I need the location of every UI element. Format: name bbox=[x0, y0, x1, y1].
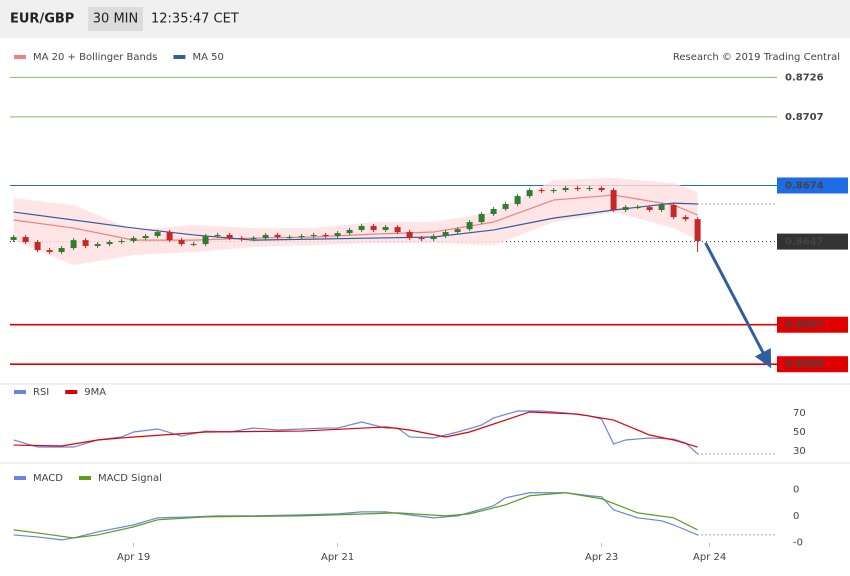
candle-body bbox=[526, 190, 533, 197]
candle-body bbox=[370, 226, 377, 230]
level-label-box bbox=[777, 177, 848, 194]
candle-body bbox=[250, 238, 257, 240]
candle-body bbox=[670, 205, 677, 218]
candle-body bbox=[442, 232, 449, 236]
symbol: EUR/GBP bbox=[10, 12, 74, 27]
candle-body bbox=[178, 240, 185, 245]
level-label-box bbox=[777, 316, 848, 333]
y-tick-label: 0 bbox=[793, 511, 799, 522]
series-line bbox=[13, 492, 698, 539]
legend-label: MA 20 + Bollinger Bands bbox=[33, 52, 157, 63]
candle-body bbox=[334, 233, 341, 236]
legend-label: 9MA bbox=[84, 387, 106, 398]
legend-label: MACD Signal bbox=[98, 473, 162, 484]
candle-body bbox=[298, 235, 305, 238]
candle-body bbox=[46, 250, 53, 252]
interval-box bbox=[88, 7, 143, 31]
candle-body bbox=[82, 240, 89, 246]
candle-body bbox=[682, 217, 689, 220]
candle-body bbox=[202, 235, 209, 245]
candle-body bbox=[406, 232, 413, 239]
candle-body bbox=[34, 242, 41, 251]
level-label: 0.8726 bbox=[785, 72, 824, 83]
candle-body bbox=[154, 232, 161, 236]
candle-body bbox=[226, 234, 233, 239]
x-tick-label: Apr 23 bbox=[585, 552, 618, 563]
candle-body bbox=[658, 205, 665, 211]
candle-body bbox=[394, 227, 401, 233]
candle-body bbox=[262, 234, 269, 239]
legend-label: RSI bbox=[33, 387, 49, 398]
candle-body bbox=[166, 232, 173, 241]
candle-body bbox=[514, 196, 521, 204]
candle-body bbox=[454, 229, 461, 233]
candle-body bbox=[10, 237, 17, 240]
candle-body bbox=[382, 227, 389, 230]
candle-body bbox=[490, 208, 497, 214]
series-line bbox=[13, 411, 698, 448]
candle-body bbox=[346, 229, 353, 234]
candle-body bbox=[586, 187, 593, 190]
legend-label: MA 50 bbox=[192, 52, 223, 63]
credit: Research © 2019 Trading Central bbox=[673, 52, 840, 63]
candle-body bbox=[142, 235, 149, 239]
legend-label: MACD bbox=[33, 473, 63, 484]
candle-body bbox=[322, 234, 329, 236]
candle-body bbox=[610, 190, 617, 211]
candle-body bbox=[58, 248, 65, 252]
level-label-box bbox=[777, 356, 848, 373]
level-label: 0.8607 bbox=[785, 320, 824, 331]
candle-body bbox=[130, 238, 137, 241]
candle-body bbox=[466, 222, 473, 230]
candle-body bbox=[118, 240, 125, 243]
projection-arrow bbox=[704, 242, 772, 369]
candle-body bbox=[418, 238, 425, 240]
candle-body bbox=[286, 237, 293, 239]
x-tick-label: Apr 19 bbox=[117, 552, 150, 563]
level-label: 0.8707 bbox=[785, 112, 824, 123]
candle-body bbox=[502, 203, 509, 209]
y-tick-label: 70 bbox=[793, 408, 806, 419]
candle-body bbox=[574, 187, 581, 190]
candle-body bbox=[538, 190, 545, 192]
candle-body bbox=[478, 213, 485, 223]
candle-body bbox=[238, 238, 245, 240]
candle-body bbox=[694, 219, 701, 241]
candle-body bbox=[622, 207, 629, 211]
y-tick-label: 0 bbox=[793, 484, 799, 495]
x-tick-label: Apr 21 bbox=[321, 552, 354, 563]
x-tick-label: Apr 24 bbox=[693, 552, 726, 563]
candle-body bbox=[646, 207, 653, 211]
candle-body bbox=[94, 244, 101, 246]
candle-body bbox=[562, 187, 569, 191]
candle-body bbox=[274, 234, 281, 238]
candle-body bbox=[214, 234, 221, 236]
level-label-box bbox=[777, 233, 848, 250]
level-label: 0.8647 bbox=[785, 237, 824, 248]
interval: 30 MIN bbox=[93, 12, 138, 27]
candle-body bbox=[70, 240, 77, 249]
candle-body bbox=[598, 187, 605, 191]
candle-body bbox=[358, 226, 365, 230]
series-line bbox=[13, 492, 698, 541]
level-label: 0.8588 bbox=[785, 359, 824, 370]
candle-body bbox=[430, 235, 437, 240]
level-label: 0.8674 bbox=[785, 180, 824, 191]
candle-body bbox=[106, 242, 113, 245]
candle-body bbox=[22, 237, 29, 243]
candle-body bbox=[190, 244, 197, 246]
candle-body bbox=[634, 207, 641, 209]
candle-body bbox=[550, 190, 557, 192]
y-tick-label: 30 bbox=[793, 446, 806, 457]
y-tick-label: 50 bbox=[793, 427, 806, 438]
clock: 12:35:47 CET bbox=[151, 12, 239, 27]
candle-body bbox=[310, 234, 317, 236]
y-tick-label: -0 bbox=[793, 537, 803, 548]
bollinger-band bbox=[13, 178, 698, 266]
